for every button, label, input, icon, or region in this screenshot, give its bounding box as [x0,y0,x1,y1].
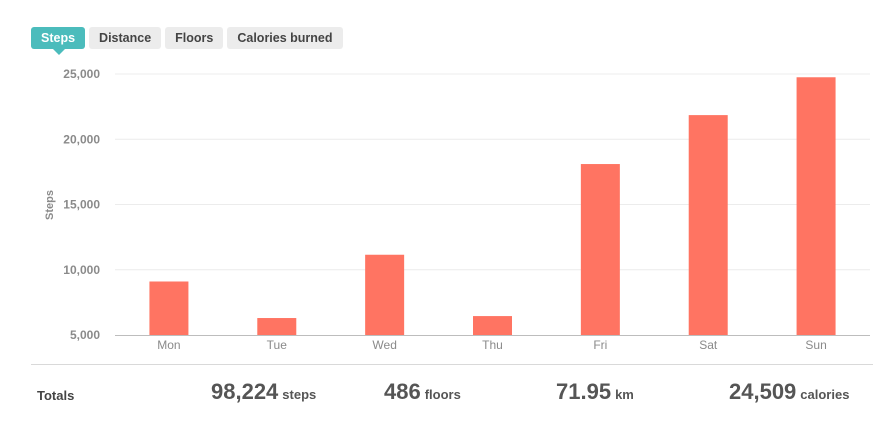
y-tick-label: 5,000 [70,328,100,342]
totals-label: Totals [37,388,75,403]
total-calories: 24,509 calories [729,379,849,405]
tab-steps[interactable]: Steps [31,27,86,55]
tab-distance[interactable]: Distance [89,27,162,49]
total-distance-value: 71.95 [556,379,612,404]
x-tick-label: Tue [267,338,288,352]
total-floors-unit: floors [424,387,461,402]
x-tick-label: Thu [482,338,503,352]
bar-wed[interactable] [365,254,405,335]
x-tick-label: Wed [372,338,396,352]
total-calories-value: 24,509 [729,379,797,404]
y-tick-label: 25,000 [63,67,100,81]
bar-thu[interactable] [473,316,512,335]
steps-bar-chart: 5,000 10,000 15,000 20,000 25,000 Mon Tue Wed Th… [44,67,870,352]
total-calories-unit: calories [800,387,850,402]
tab-calories-burned[interactable]: Calories burned [227,27,343,49]
bar-fri[interactable] [580,164,620,335]
y-tick-label: 10,000 [63,263,100,277]
y-tick-label: 20,000 [63,132,100,146]
total-distance: 71.95 km [556,379,634,405]
y-tick-label: 15,000 [63,198,100,212]
metric-tabs: Steps Distance Floors Calories burned [31,27,343,55]
y-axis-title: Steps [44,190,56,220]
total-steps-unit: steps [282,387,317,402]
bars [149,77,836,335]
bar-mon[interactable] [149,281,189,335]
total-distance-unit: km [615,387,634,402]
bar-sun[interactable] [796,77,836,335]
tick-labels: 5,000 10,000 15,000 20,000 25,000 Mon Tue Wed Th… [63,67,826,352]
grid-lines [115,73,870,271]
x-tick-label: Fri [593,338,607,352]
totals-divider [31,364,873,365]
x-tick-label: Mon [157,338,180,352]
x-tick-label: Sun [805,338,826,352]
bar-tue[interactable] [257,318,297,335]
total-steps-value: 98,224 [211,379,279,404]
total-floors-value: 486 [384,379,421,404]
x-tick-label: Sat [699,338,718,352]
total-floors: 486 floors [384,379,461,405]
bar-sat[interactable] [688,115,728,335]
total-steps: 98,224 steps [211,379,316,405]
tab-floors[interactable]: Floors [165,27,224,49]
